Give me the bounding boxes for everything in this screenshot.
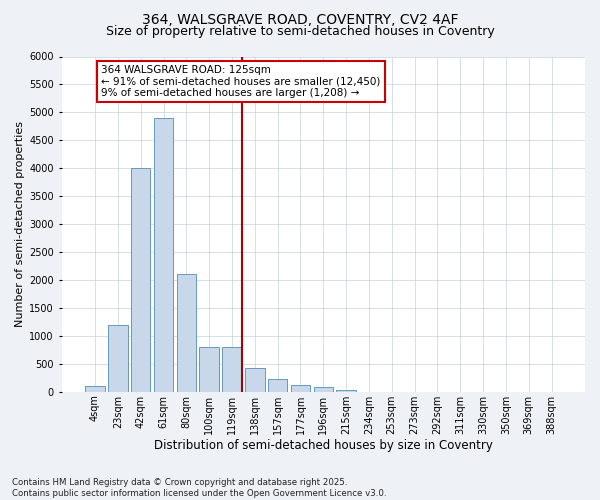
Bar <box>199 347 219 392</box>
Text: 364 WALSGRAVE ROAD: 125sqm
← 91% of semi-detached houses are smaller (12,450)
9%: 364 WALSGRAVE ROAD: 125sqm ← 91% of semi… <box>101 65 381 98</box>
Bar <box>245 368 265 392</box>
Bar <box>85 386 105 392</box>
Bar <box>108 324 128 392</box>
Bar <box>268 380 287 392</box>
Bar <box>337 390 356 392</box>
Bar <box>154 118 173 392</box>
Y-axis label: Number of semi-detached properties: Number of semi-detached properties <box>15 121 25 327</box>
Text: Contains HM Land Registry data © Crown copyright and database right 2025.
Contai: Contains HM Land Registry data © Crown c… <box>12 478 386 498</box>
Bar <box>222 347 242 392</box>
Text: 364, WALSGRAVE ROAD, COVENTRY, CV2 4AF: 364, WALSGRAVE ROAD, COVENTRY, CV2 4AF <box>142 12 458 26</box>
X-axis label: Distribution of semi-detached houses by size in Coventry: Distribution of semi-detached houses by … <box>154 440 493 452</box>
Bar <box>314 388 333 392</box>
Bar <box>291 384 310 392</box>
Bar <box>131 168 151 392</box>
Bar <box>176 274 196 392</box>
Text: Size of property relative to semi-detached houses in Coventry: Size of property relative to semi-detach… <box>106 25 494 38</box>
